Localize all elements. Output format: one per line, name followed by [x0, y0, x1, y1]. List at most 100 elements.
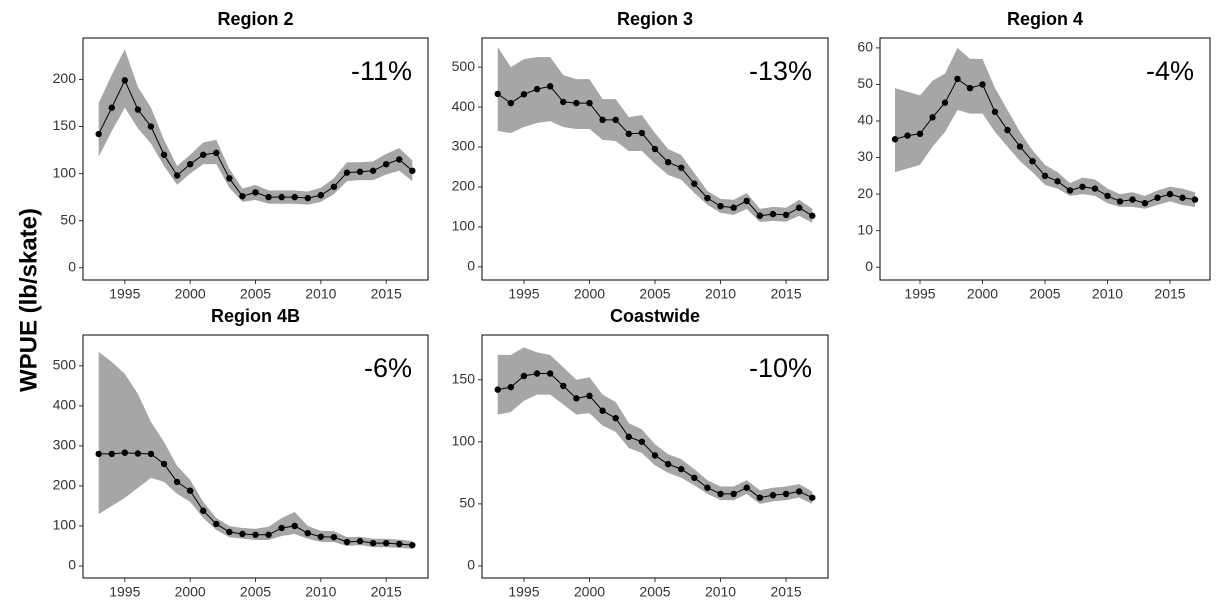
point [213, 149, 220, 157]
point [382, 539, 390, 547]
point [612, 116, 619, 124]
point [95, 130, 102, 138]
point [769, 491, 777, 499]
point [809, 212, 816, 219]
point [954, 75, 961, 83]
panel-title: Region 2 [217, 9, 293, 29]
point [678, 164, 685, 171]
point [1016, 143, 1024, 150]
point [330, 183, 338, 190]
x-tick-label: 2010 [705, 584, 736, 600]
point [95, 450, 102, 458]
point [173, 172, 181, 179]
point [1104, 192, 1111, 200]
point [625, 433, 632, 441]
point [278, 524, 285, 532]
point [121, 449, 129, 456]
y-tick-label: 100 [53, 164, 77, 180]
point [651, 145, 659, 153]
point [252, 189, 259, 196]
confidence-band [98, 351, 413, 549]
point [507, 99, 515, 107]
y-tick-label: 0 [467, 557, 475, 573]
point [494, 386, 501, 393]
annotation: -13% [749, 56, 812, 86]
point [704, 194, 711, 202]
point [200, 151, 207, 158]
point [369, 167, 377, 174]
y-tick-label: 50 [459, 495, 475, 511]
point [317, 192, 325, 199]
y-tick-label: 0 [68, 258, 76, 274]
point [278, 193, 285, 201]
point [1116, 198, 1124, 205]
y-tick-label: 150 [53, 117, 77, 133]
point [520, 91, 528, 98]
point [1166, 190, 1174, 198]
point [941, 99, 949, 106]
y-tick-label: 0 [467, 258, 475, 274]
panel-title: Region 4B [211, 306, 300, 326]
confidence-band [98, 49, 413, 205]
point [507, 383, 515, 391]
point [730, 490, 737, 498]
x-tick-label: 2000 [967, 286, 998, 302]
point [330, 533, 338, 541]
panel-title: Region 4 [1007, 9, 1083, 29]
x-tick-label: 2015 [770, 286, 801, 302]
y-tick-label: 300 [452, 138, 476, 154]
point [546, 83, 554, 90]
y-tick-label: 100 [452, 218, 476, 234]
point [586, 99, 593, 107]
annotation: -4% [1146, 56, 1194, 86]
point [1179, 194, 1186, 201]
point [1091, 185, 1099, 192]
point [638, 129, 646, 137]
point [291, 193, 298, 201]
x-tick-label: 2005 [240, 584, 271, 600]
point [756, 212, 764, 219]
y-tick-label: 200 [53, 477, 77, 493]
point [108, 450, 115, 458]
point [134, 450, 142, 457]
point [599, 407, 606, 414]
x-tick-label: 1995 [109, 286, 140, 302]
y-tick-label: 200 [53, 70, 77, 86]
point [160, 151, 168, 158]
point [691, 474, 698, 481]
point [638, 438, 646, 445]
point [160, 460, 168, 468]
point [1191, 196, 1199, 203]
point [730, 204, 737, 211]
y-tick-label: 100 [53, 517, 77, 533]
point [396, 156, 403, 163]
x-tick-label: 2005 [639, 286, 670, 302]
point [226, 528, 233, 536]
point [520, 372, 528, 380]
x-tick-label: 2010 [305, 584, 336, 600]
x-tick-label: 1995 [508, 584, 539, 600]
point [891, 136, 899, 143]
point [664, 158, 672, 166]
x-tick-label: 2000 [574, 286, 605, 302]
point [782, 211, 790, 219]
point [916, 130, 924, 137]
point [265, 531, 272, 538]
point [1041, 172, 1049, 180]
confidence-band [497, 347, 813, 504]
point [533, 370, 541, 377]
point [1154, 194, 1161, 201]
y-tick-label: 150 [452, 370, 476, 386]
panel-title: Region 3 [617, 9, 693, 29]
point [494, 90, 501, 98]
y-tick-label: 0 [865, 258, 873, 274]
y-tick-label: 500 [452, 58, 476, 74]
x-tick-label: 2015 [371, 584, 402, 600]
annotation: -10% [749, 353, 812, 383]
point [1066, 187, 1074, 194]
y-tick-label: 100 [452, 432, 476, 448]
point [1054, 178, 1061, 185]
point [991, 108, 999, 116]
point [651, 452, 659, 459]
